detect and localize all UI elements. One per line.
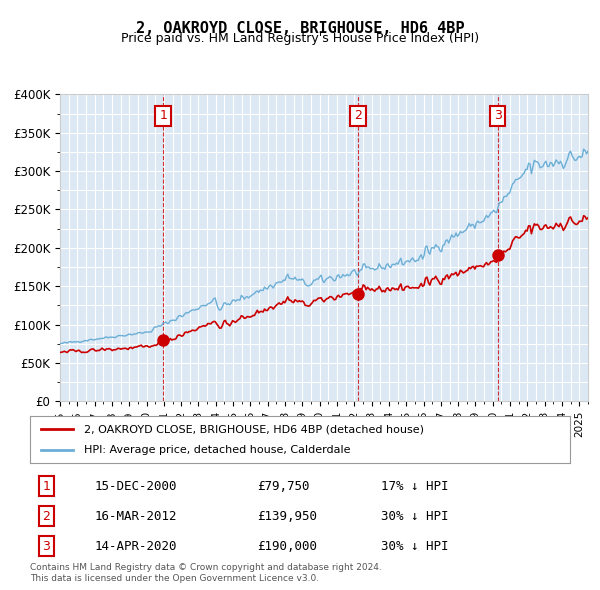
Text: 1: 1 bbox=[159, 109, 167, 122]
Text: 17% ↓ HPI: 17% ↓ HPI bbox=[381, 480, 449, 493]
Text: 2, OAKROYD CLOSE, BRIGHOUSE, HD6 4BP (detached house): 2, OAKROYD CLOSE, BRIGHOUSE, HD6 4BP (de… bbox=[84, 424, 424, 434]
Text: 3: 3 bbox=[494, 109, 502, 122]
Text: 30% ↓ HPI: 30% ↓ HPI bbox=[381, 539, 449, 553]
Text: 30% ↓ HPI: 30% ↓ HPI bbox=[381, 510, 449, 523]
Text: 2: 2 bbox=[42, 510, 50, 523]
Text: HPI: Average price, detached house, Calderdale: HPI: Average price, detached house, Cald… bbox=[84, 445, 350, 455]
Text: Contains HM Land Registry data © Crown copyright and database right 2024.
This d: Contains HM Land Registry data © Crown c… bbox=[30, 563, 382, 583]
Text: £190,000: £190,000 bbox=[257, 539, 317, 553]
Text: 14-APR-2020: 14-APR-2020 bbox=[95, 539, 178, 553]
Text: 2: 2 bbox=[354, 109, 362, 122]
Text: 2, OAKROYD CLOSE, BRIGHOUSE, HD6 4BP: 2, OAKROYD CLOSE, BRIGHOUSE, HD6 4BP bbox=[136, 21, 464, 35]
Text: 15-DEC-2000: 15-DEC-2000 bbox=[95, 480, 178, 493]
Text: £79,750: £79,750 bbox=[257, 480, 310, 493]
Text: 3: 3 bbox=[42, 539, 50, 553]
Text: £139,950: £139,950 bbox=[257, 510, 317, 523]
Text: Price paid vs. HM Land Registry's House Price Index (HPI): Price paid vs. HM Land Registry's House … bbox=[121, 32, 479, 45]
Text: 16-MAR-2012: 16-MAR-2012 bbox=[95, 510, 178, 523]
Text: 1: 1 bbox=[42, 480, 50, 493]
